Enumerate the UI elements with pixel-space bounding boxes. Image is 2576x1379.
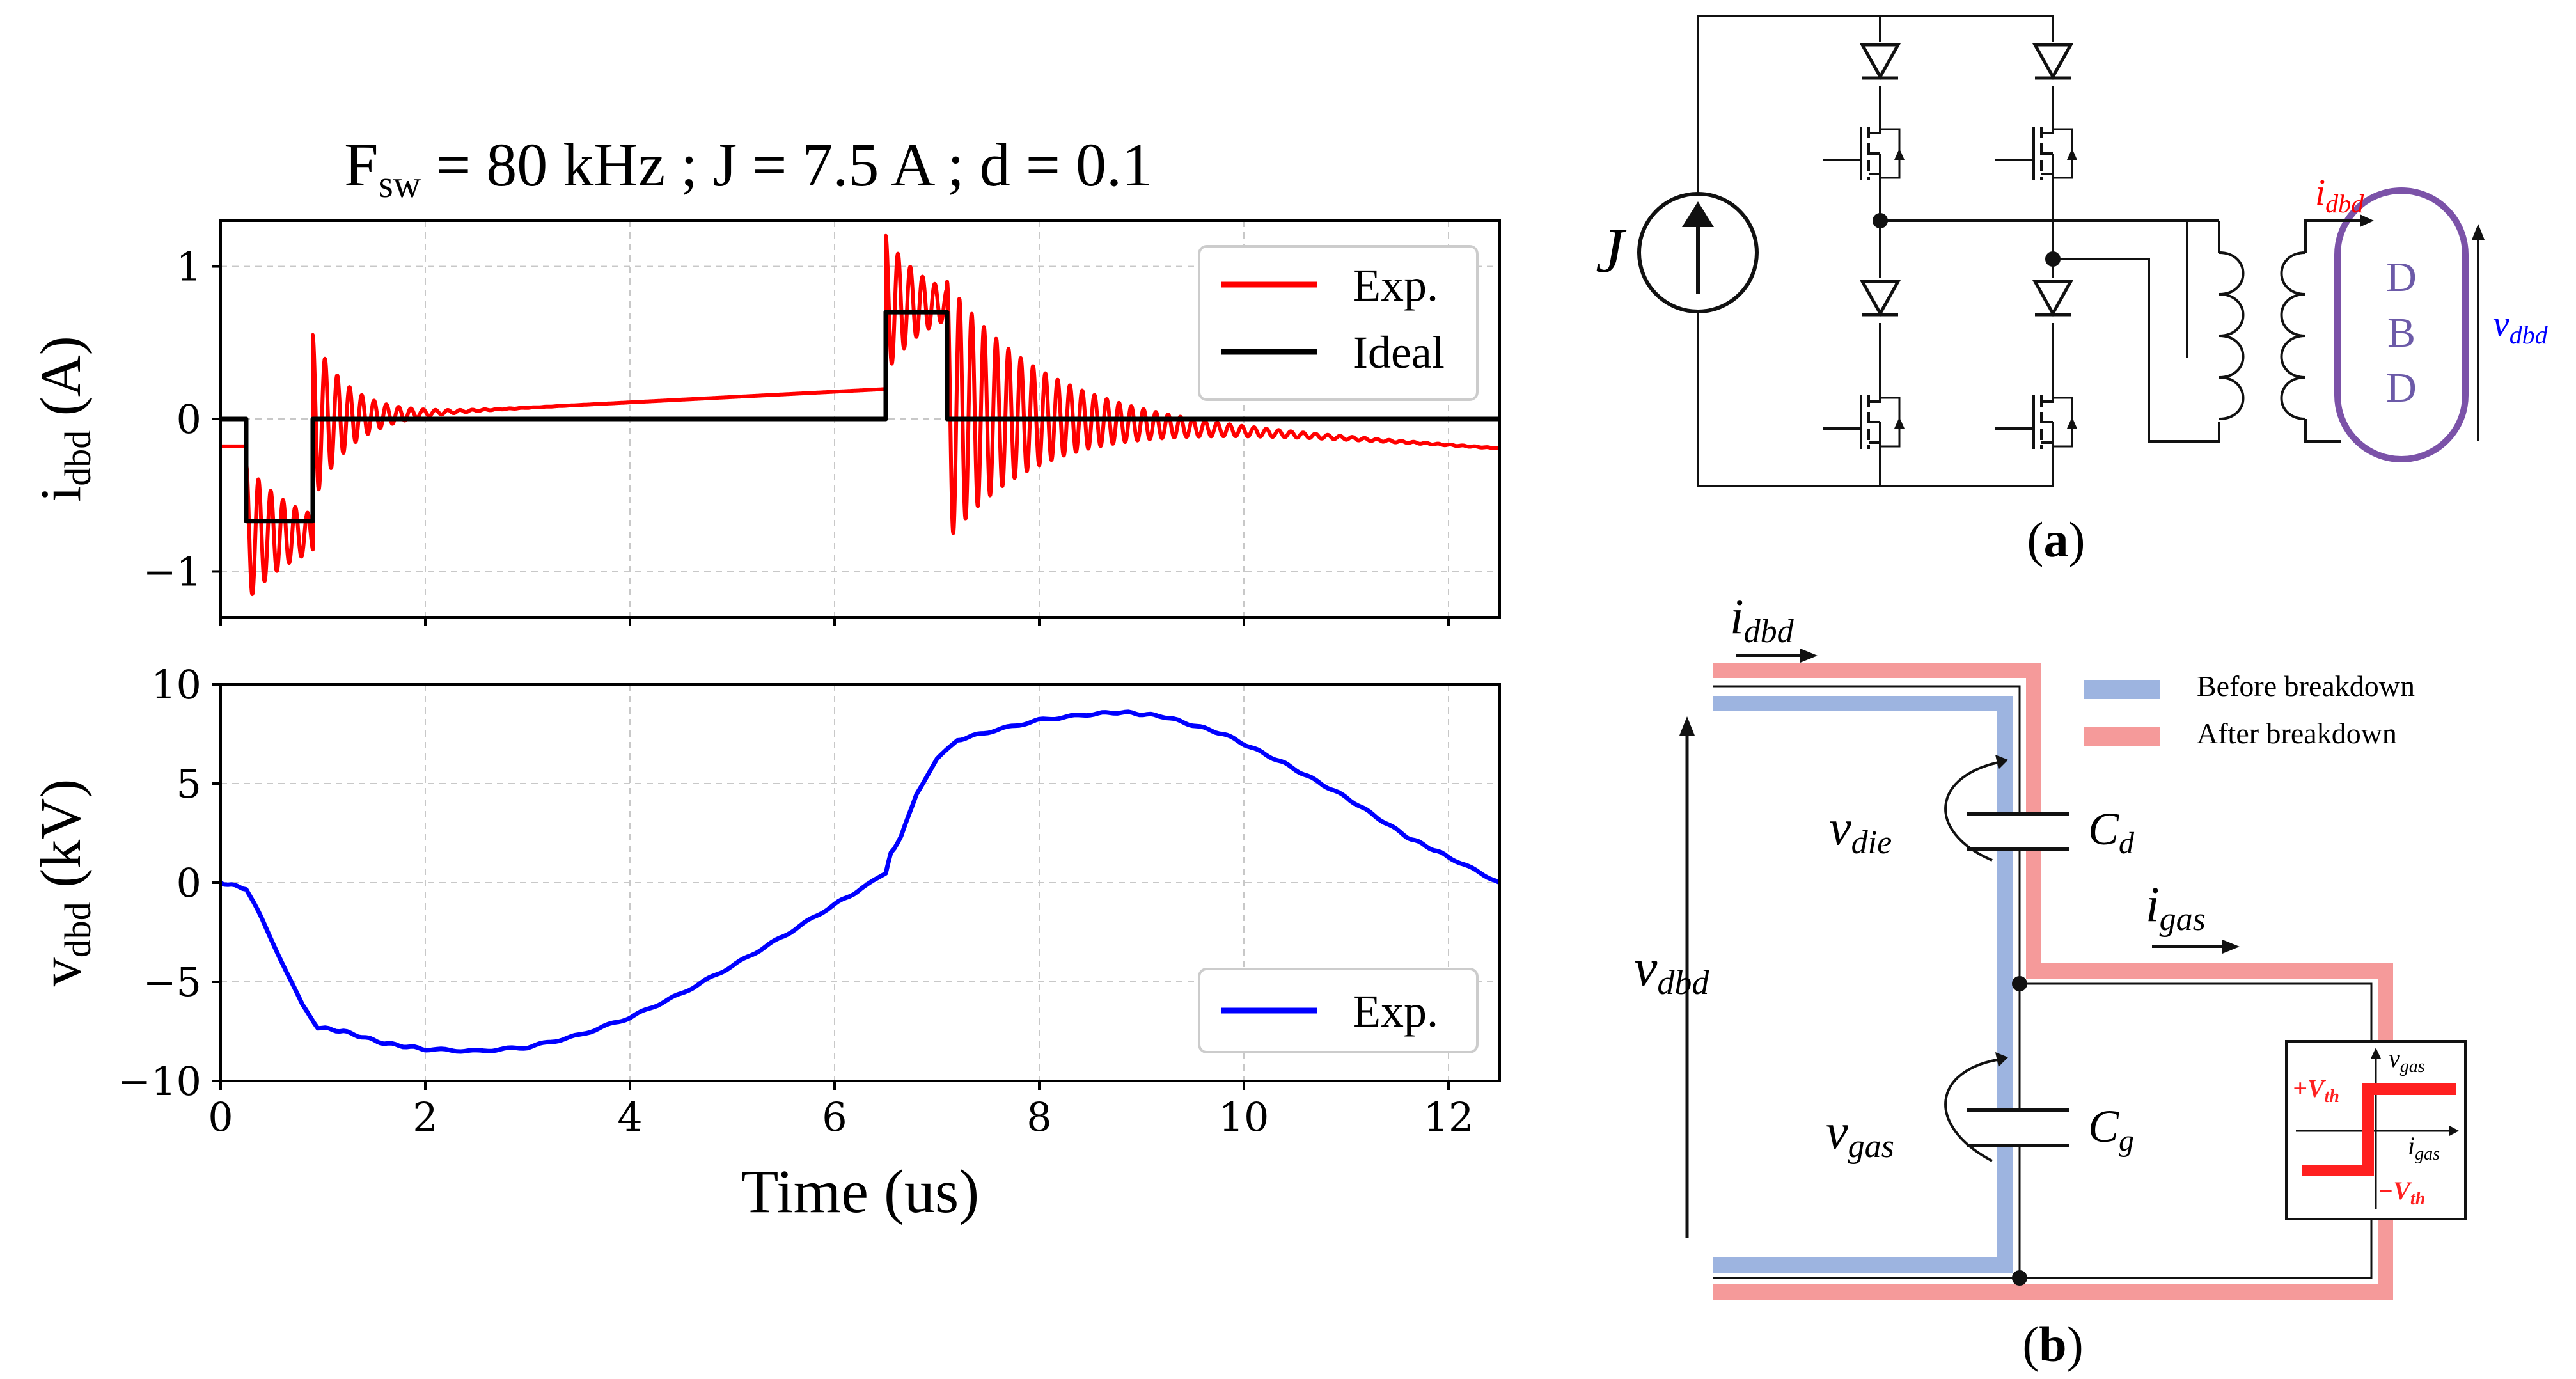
xtick-label: 10 (1219, 1094, 1269, 1140)
diode-icon (2032, 280, 2074, 317)
chart-current: Fsw = 80 kHz ; J = 7.5 A ; d = 0.1 −101 … (29, 130, 1501, 626)
ytick-label: 0 (177, 396, 201, 443)
idbd-label: idbd (2315, 171, 2364, 218)
ytick-label: 0 (177, 860, 201, 906)
dbd-letter-3: D (2386, 365, 2417, 411)
chart2-legend: Exp. (1198, 968, 1479, 1053)
node-b-bottom (2012, 1270, 2027, 1286)
path-after-breakdown (1713, 663, 2393, 1300)
diode-icon (2032, 43, 2074, 81)
vdbd-b-label: vdbd (1634, 938, 1709, 1002)
legend-after: After breakdown (2197, 717, 2397, 750)
series-exp-line (221, 233, 1500, 597)
vdbd-label: vdbd (2493, 303, 2549, 349)
chart2-xlabel: Time (us) (741, 1157, 980, 1225)
ytick-label: 5 (177, 760, 201, 807)
cd-label: Cd (2088, 803, 2135, 860)
caption-a: (a) (2027, 512, 2085, 567)
ytick-label: −1 (143, 548, 201, 595)
transformer-secondary (2280, 251, 2306, 420)
xtick-label: 6 (822, 1094, 847, 1140)
ytick-label: 10 (151, 661, 201, 708)
inset-pos-vth: +Vth (2293, 1074, 2339, 1107)
legend-before: Before breakdown (2197, 670, 2415, 702)
circuit-a: J D B D idbd vdbd (a) (1596, 15, 2549, 567)
transformer-primary (2219, 251, 2245, 420)
series-ideal-line (221, 310, 1500, 524)
path-before-breakdown (1713, 696, 2013, 1273)
igas-label: igas (2146, 876, 2206, 938)
series-exp-line (221, 709, 1500, 1054)
xtick-label: 0 (208, 1094, 233, 1140)
capacitor-cd (1967, 812, 2069, 851)
circuit-b: Cd Cg vdie vgas vdbd idbd igas Before br… (1634, 588, 2467, 1372)
cg-label: Cg (2088, 1101, 2134, 1158)
dbd-letter-1: D (2386, 254, 2417, 301)
node-b-mid (2012, 976, 2027, 991)
xtick-label: 2 (412, 1094, 437, 1140)
gas-iv-inset: vgas igas +Vth −Vth (2285, 1040, 2467, 1220)
source-label-J: J (1596, 215, 1627, 286)
vdie-label: vdie (1829, 800, 1892, 861)
threshold-characteristic (2302, 1084, 2456, 1176)
vgas-label: vgas (1826, 1103, 1894, 1165)
chart1-series (221, 233, 1500, 597)
ytick-label: 1 (177, 244, 201, 290)
legend-ideal-label: Ideal (1353, 327, 1445, 378)
capacitor-cg (1967, 1108, 2069, 1147)
chart1-ylabel: idbd (A) (29, 336, 98, 501)
chart-title: Fsw = 80 kHz ; J = 7.5 A ; d = 0.1 (344, 130, 1152, 205)
chart1-ticks: −1 0 1 (143, 244, 1450, 626)
diode-icon (1859, 280, 1901, 317)
vdie-arrow (1944, 760, 2006, 862)
xtick-label: 8 (1026, 1094, 1051, 1140)
chart-voltage: 0 2 4 6 8 10 12 −10 −5 0 5 10 vdbd (kV) Time (us) E… (29, 661, 1501, 1225)
legend-exp-label: Exp. (1353, 260, 1438, 311)
chart2-ylabel: vdbd (kV) (29, 779, 98, 986)
caption-b: (b) (2022, 1316, 2083, 1372)
inset-neg-vth: −Vth (2378, 1176, 2425, 1209)
legend-vexp-label: Exp. (1353, 986, 1438, 1037)
bridge-legs (1823, 42, 2078, 457)
ytick-label: −10 (118, 1058, 201, 1105)
ytick-label: −5 (143, 959, 201, 1005)
circuit-b-legend: Before breakdown After breakdown (2084, 670, 2415, 750)
dbd-device (2334, 187, 2469, 462)
chart2-series (221, 709, 1500, 1054)
dbd-letter-2: B (2387, 310, 2415, 356)
diode-icon (1859, 43, 1901, 81)
chart1-legend: Exp. Ideal (1198, 245, 1479, 401)
chart2-ticks: 0 2 4 6 8 10 12 −10 −5 0 5 10 (118, 661, 1473, 1140)
xtick-label: 4 (617, 1094, 642, 1140)
vgas-arrow (1944, 1057, 2006, 1162)
xtick-label: 12 (1424, 1094, 1474, 1140)
inset-igas: igas (2408, 1131, 2440, 1164)
inset-vgas: vgas (2389, 1044, 2425, 1076)
idbd-b-label: idbd (1730, 588, 1795, 650)
